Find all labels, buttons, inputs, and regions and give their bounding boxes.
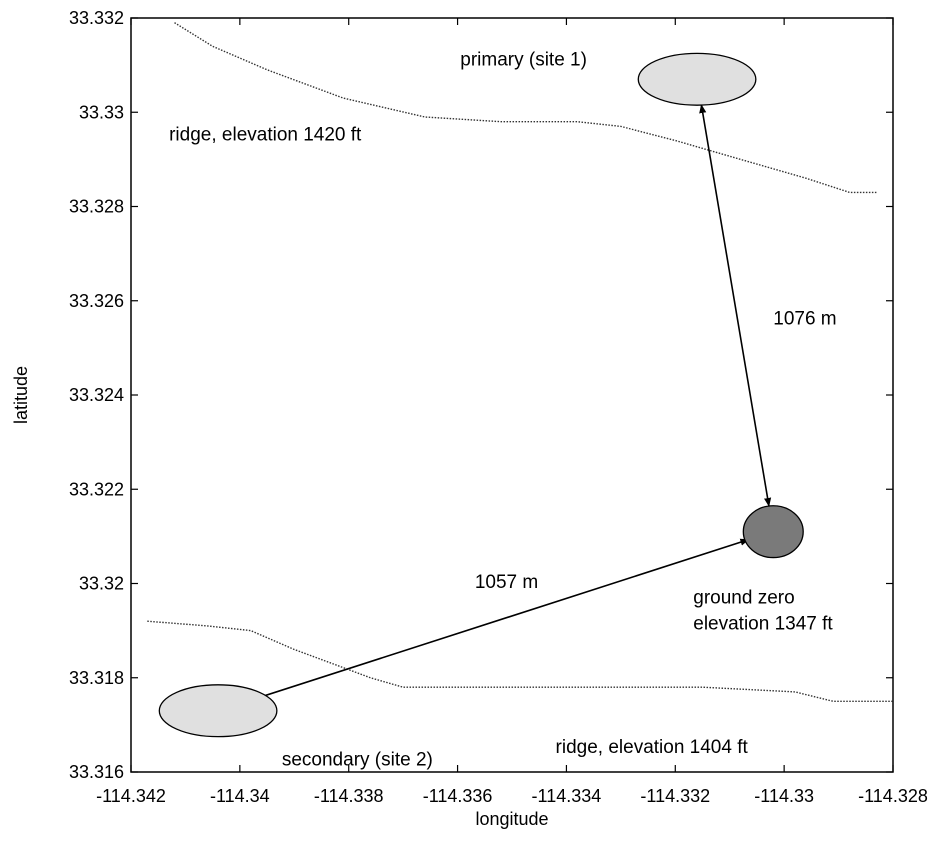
x-tick-label: -114.34 [210,786,270,806]
y-axis-label: latitude [11,366,31,424]
site-ellipse-3 [742,505,804,559]
y-tick-label: 33.318 [69,668,124,688]
x-tick-label: -114.328 [858,786,928,806]
y-tick-label: 33.33 [79,102,124,122]
site-markers [158,52,804,738]
x-tick-label: -114.33 [754,786,814,806]
site-1-label: primary (site 1) [460,49,587,70]
y-tick-label: 33.32 [79,574,124,594]
y-tick-label: 33.332 [69,8,124,28]
x-tick-label: -114.342 [96,786,166,806]
ridge-line-1 [174,22,877,194]
y-tick-label: 33.328 [69,197,124,217]
ridge-label-2: ridge, elevation 1404 ft [556,737,749,758]
site-ellipse-2 [158,684,278,738]
x-tick-label: -114.338 [314,786,384,806]
ground-zero-label: ground zero [693,588,794,609]
ground-zero-elevation-label: elevation 1347 ft [693,614,833,635]
axis-ticks: -114.342 -114.34 -114.338 -114.336 -114.334 -… [69,8,928,806]
distance-arrows [241,104,772,704]
distance-label-1: 1076 m [773,308,836,329]
x-axis-label: longitude [475,809,548,829]
x-tick-label: -114.334 [532,786,602,806]
distance-arrow-1 [699,104,772,507]
y-tick-label: 33.324 [69,385,124,405]
site-ellipse-1 [637,52,757,106]
ridge-label-1: ridge, elevation 1420 ft [169,125,362,146]
distance-arrow-2 [241,538,750,704]
y-tick-label: 33.316 [69,762,124,782]
site-2-label: secondary (site 2) [282,750,433,771]
y-tick-label: 33.326 [69,291,124,311]
distance-label-2: 1057 m [475,572,538,593]
y-tick-label: 33.322 [69,479,124,499]
x-tick-label: -114.336 [423,786,493,806]
annotations: primary (site 1) secondary (site 2) ground… [169,49,837,770]
x-tick-label: -114.332 [640,786,710,806]
